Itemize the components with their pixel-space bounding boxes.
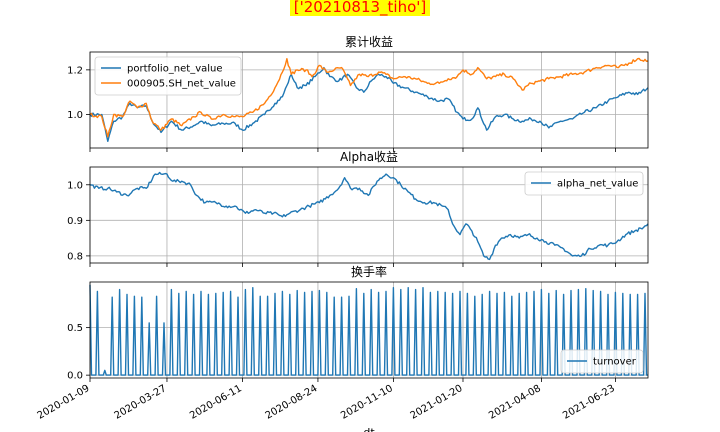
x-tick-label: 2020-11-10 xyxy=(339,383,395,422)
x-tick-label: 2020-03-27 xyxy=(113,383,169,422)
legend: turnover xyxy=(560,349,644,374)
x-tick-label: 2021-04-08 xyxy=(487,383,543,422)
legend-label: portfolio_net_value xyxy=(127,64,223,75)
legend-label: 000905.SH_net_value xyxy=(127,79,236,90)
legend: portfolio_net_value 000905.SH_net_value xyxy=(94,56,242,96)
y-tick-label: 1.0 xyxy=(67,180,83,191)
legend-box xyxy=(560,349,644,374)
panel-title: 累计收益 xyxy=(345,35,393,49)
y-tick-label: 0.5 xyxy=(67,323,83,334)
x-tick-label: 2020-01-09 xyxy=(36,383,92,422)
x-axis-label: dt xyxy=(363,426,375,432)
panel-title: Alpha收益 xyxy=(340,150,398,164)
x-tick-label: 2020-08-24 xyxy=(264,383,320,422)
legend-box xyxy=(94,56,242,96)
series-line-portfolio_net_value xyxy=(89,66,649,142)
figure-suptitle: ['20210813_tiho'] xyxy=(289,0,431,16)
x-tick-label: 2020-06-11 xyxy=(188,383,244,422)
y-tick-label: 0.8 xyxy=(67,251,83,262)
axes-frame xyxy=(89,281,649,379)
panel-3: 0.0 0.5 换手率 turnover xyxy=(67,264,649,382)
panel-2: 0.8 0.9 1.0 Alpha收益 alpha_net_value xyxy=(67,150,649,267)
series-line-turnover xyxy=(89,284,648,376)
x-tick-label: 2021-01-20 xyxy=(409,383,465,422)
axes-frame xyxy=(89,166,649,264)
axes-frame xyxy=(89,51,649,149)
x-tick-label: 2021-06-23 xyxy=(561,383,617,422)
legend: alpha_net_value xyxy=(524,171,644,196)
panel-1: 1.0 1.2 累计收益 portfolio_net_value 000905.SH_n… xyxy=(67,35,649,152)
panel-title: 换手率 xyxy=(351,264,387,279)
legend-label: alpha_net_value xyxy=(557,179,638,190)
y-tick-label: 0.0 xyxy=(67,371,83,382)
legend-box xyxy=(524,171,644,196)
y-tick-label: 0.9 xyxy=(67,216,83,227)
series-line-000905.SH_net_value xyxy=(89,57,649,138)
y-tick-label: 1.2 xyxy=(67,65,83,76)
figure-suptitle-box: ['20210813_tiho'] xyxy=(0,0,720,16)
legend-label: turnover xyxy=(593,357,637,368)
series-line-alpha_net_value xyxy=(89,171,649,261)
y-tick-label: 1.0 xyxy=(67,110,83,121)
